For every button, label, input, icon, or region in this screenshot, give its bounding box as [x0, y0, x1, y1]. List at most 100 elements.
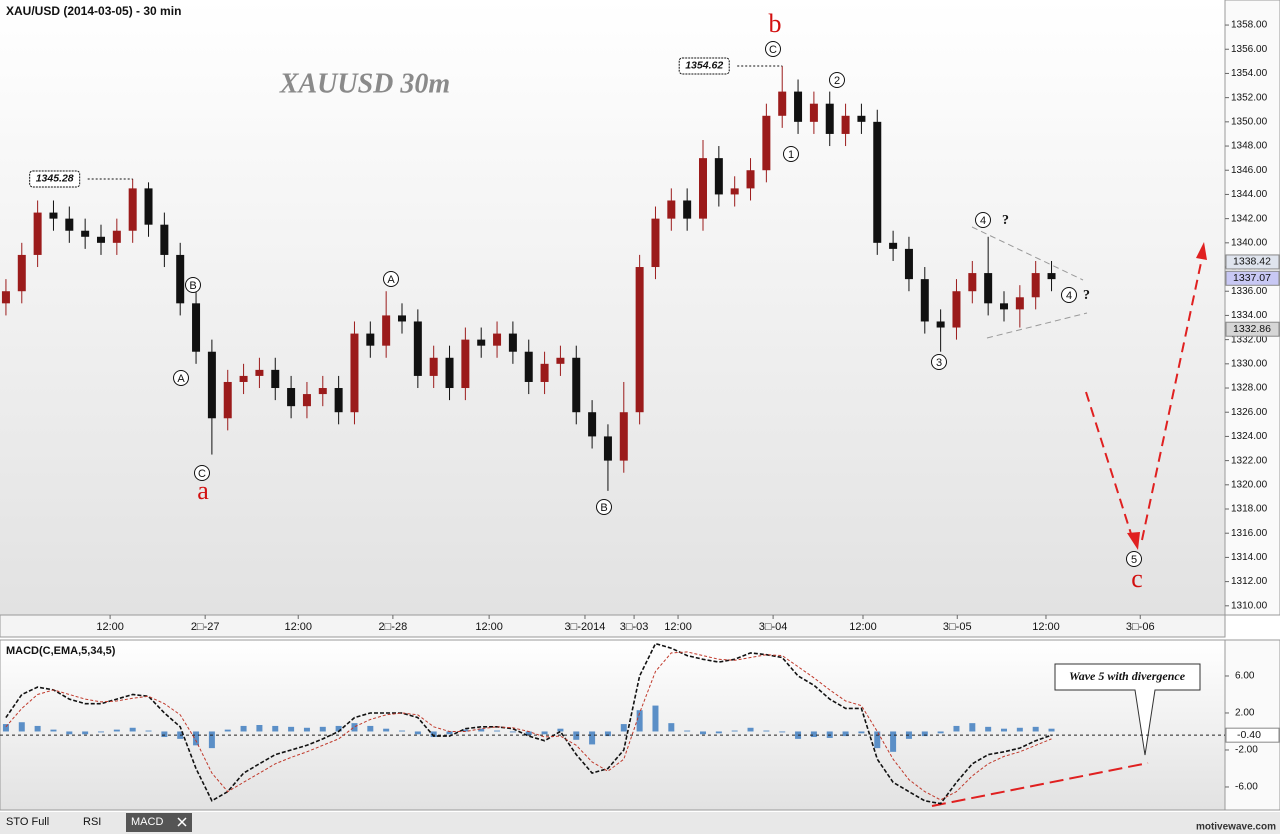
- wave-circle: [173, 370, 189, 386]
- x-tick-label: 3□-04: [759, 621, 788, 633]
- candle-body: [762, 115, 771, 171]
- candle-body: [889, 242, 898, 249]
- close-icon[interactable]: [177, 817, 187, 827]
- histogram-bar: [82, 731, 89, 735]
- histogram-bar: [414, 731, 421, 735]
- candle-body: [968, 273, 977, 292]
- histogram-bar: [763, 730, 770, 732]
- histogram-bar: [1032, 726, 1039, 732]
- price-tag: [1225, 321, 1280, 337]
- price-tag: [1225, 254, 1280, 270]
- candle-body: [508, 333, 517, 352]
- tab[interactable]: RSI: [83, 816, 101, 828]
- x-tick-label: 12:00: [849, 621, 877, 633]
- wave-circle: [1061, 287, 1077, 303]
- y-tick-label: 1314.00: [1231, 552, 1268, 563]
- y-tick-label: 1352.00: [1231, 92, 1268, 103]
- candle-body: [287, 388, 296, 407]
- candle-body: [366, 333, 375, 346]
- candle-body: [809, 103, 818, 122]
- wave-label: C: [769, 44, 777, 56]
- tab[interactable]: MACD: [131, 816, 163, 828]
- candle-body: [1, 291, 10, 304]
- candle-body: [1031, 273, 1040, 298]
- candle-body: [667, 200, 676, 219]
- candle-body: [192, 303, 201, 352]
- histogram-bar: [985, 726, 992, 732]
- histogram-bar: [351, 723, 358, 732]
- price-box-label: 1345.28: [36, 173, 74, 185]
- histogram-bar: [34, 725, 41, 732]
- candle-body: [873, 121, 882, 243]
- active-tab[interactable]: [126, 813, 192, 832]
- wave-circle: [194, 465, 210, 481]
- candle-body: [841, 115, 850, 134]
- arrow-head: [1196, 242, 1207, 260]
- histogram-bar: [1048, 728, 1055, 732]
- histogram-bar: [208, 731, 215, 749]
- histogram-bar: [240, 725, 247, 732]
- x-tick-label: 12:00: [664, 621, 692, 633]
- y-tick-label: 1324.00: [1231, 431, 1268, 442]
- histogram-bar: [715, 731, 722, 734]
- candle-body: [1015, 297, 1024, 310]
- price-pane: [0, 0, 1225, 615]
- x-tick-label: 12:00: [96, 621, 124, 633]
- candle-body: [255, 369, 264, 376]
- histogram-bar: [858, 731, 865, 734]
- callout: [1054, 663, 1201, 756]
- y-tick-label: 1346.00: [1231, 165, 1268, 176]
- histogram-bar: [478, 728, 485, 732]
- histogram-bar: [636, 710, 643, 732]
- candle-body: [350, 333, 359, 413]
- wave-circle: [975, 212, 991, 228]
- candle-body: [397, 315, 406, 322]
- wave-label: B: [600, 502, 607, 514]
- projection-arrow: [1141, 257, 1203, 541]
- price-tag-label: -0.40: [1237, 729, 1261, 741]
- x-tick-label: 3□-06: [1126, 621, 1155, 633]
- candle-body: [302, 394, 311, 407]
- candle-body: [112, 230, 121, 243]
- x-tick-label: 12:00: [475, 621, 503, 633]
- wave-degree-label: a: [197, 476, 209, 505]
- histogram-bar: [684, 730, 691, 732]
- histogram-bar: [1001, 728, 1008, 732]
- histogram-bar: [193, 731, 200, 746]
- histogram-bar: [541, 731, 548, 735]
- histogram-bar: [398, 730, 405, 732]
- y-tick-label: 1350.00: [1231, 116, 1268, 127]
- wave-circle: [783, 146, 799, 162]
- candle-body: [96, 236, 105, 243]
- wave-label: A: [177, 373, 185, 385]
- wave-circle: [1126, 551, 1142, 567]
- candle-body: [794, 91, 803, 122]
- wave-label: 4: [1066, 290, 1072, 302]
- candle-body: [81, 230, 90, 237]
- candle-body: [619, 412, 628, 461]
- candle-body: [603, 436, 612, 461]
- candle-body: [698, 158, 707, 219]
- histogram-bar: [256, 725, 263, 732]
- y-tick-label: -6.00: [1235, 782, 1258, 793]
- wave-circle: [596, 499, 612, 515]
- histogram-bar: [969, 723, 976, 732]
- y-tick-label: 1342.00: [1231, 213, 1268, 224]
- wave-label: B: [189, 280, 196, 292]
- histogram-bar: [18, 722, 25, 732]
- candle-body: [144, 188, 153, 225]
- wave-label: C: [198, 468, 206, 480]
- wave-label: 4: [980, 215, 986, 227]
- x-tick-label: 3□-05: [943, 621, 972, 633]
- histogram-bar: [1016, 727, 1023, 732]
- candle-body: [635, 267, 644, 413]
- histogram-bar: [890, 731, 897, 752]
- price-box: [29, 170, 81, 188]
- tab[interactable]: STO Full: [6, 816, 49, 828]
- histogram-bar: [50, 729, 57, 732]
- histogram-bar: [921, 731, 928, 737]
- histogram-bar: [145, 730, 152, 732]
- price-box: [678, 57, 730, 75]
- price-box-label: 1354.62: [685, 60, 723, 72]
